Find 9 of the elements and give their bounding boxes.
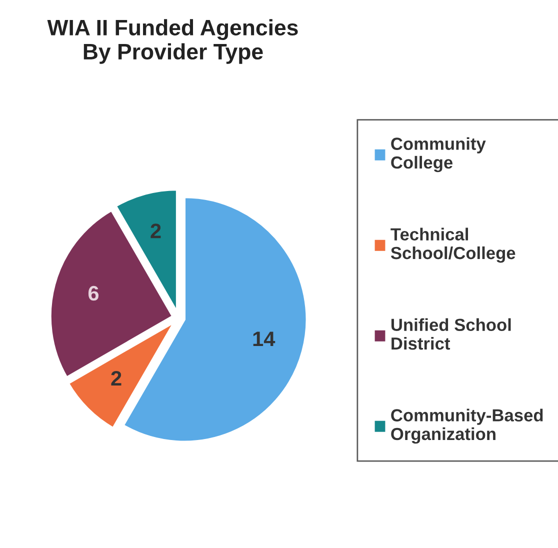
data-label: 2	[111, 370, 122, 386]
legend-label: Community-Based Organization	[391, 408, 543, 444]
legend-label: Technical School/College	[390, 228, 516, 263]
data-label: 14	[253, 332, 276, 346]
data-label: 6	[88, 286, 99, 301]
legend-label: Unified School District	[391, 318, 511, 350]
chart-title: WIA II Funded Agencies By Provider Type	[47, 19, 298, 64]
data-label: 2	[150, 224, 161, 238]
legend-label: Community College	[391, 137, 486, 172]
